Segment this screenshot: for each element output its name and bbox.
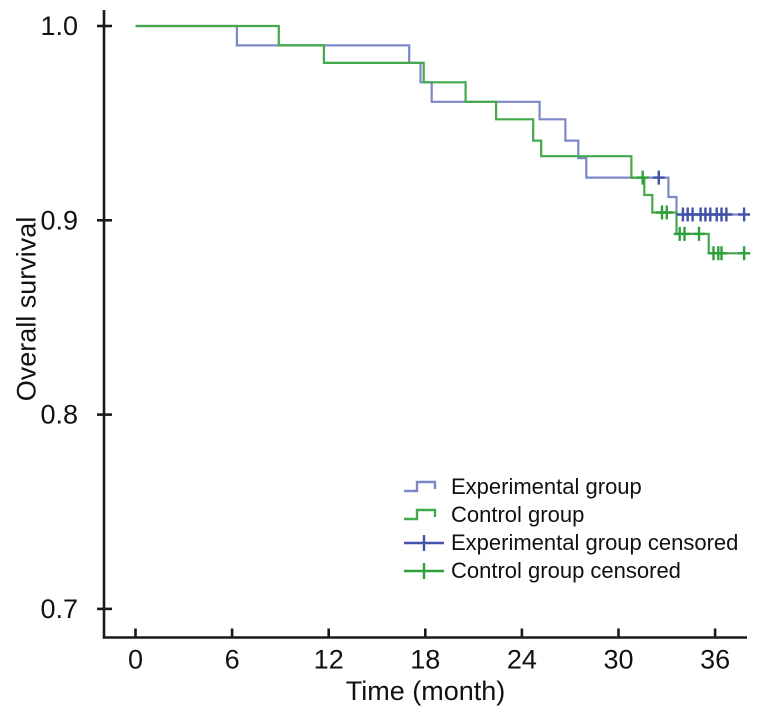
censor-plus-icon xyxy=(404,535,444,551)
step-line-icon xyxy=(404,480,437,493)
censor-mark-experimental-group xyxy=(652,170,665,185)
x-tick-label: 18 xyxy=(410,645,440,675)
censor-mark-experimental-group xyxy=(738,207,751,222)
y-tick-label: 1.0 xyxy=(40,11,78,41)
censor-plus-icon xyxy=(404,563,444,579)
y-tick-label: 0.7 xyxy=(40,594,78,624)
survival-curve-control-group xyxy=(135,24,746,255)
legend-label: Experimental group censored xyxy=(451,530,739,555)
y-tick-label: 0.8 xyxy=(40,400,78,430)
legend: Experimental group Control group Experim… xyxy=(402,474,739,583)
x-tick-label: 12 xyxy=(314,645,344,675)
censor-mark-control-group xyxy=(693,226,705,241)
legend-row-experimental-censored: Experimental group censored xyxy=(402,530,739,555)
legend-label: Control group censored xyxy=(451,558,681,583)
survival-curve-experimental-group xyxy=(135,24,746,216)
x-tick-label: 30 xyxy=(603,645,633,675)
legend-label: Experimental group xyxy=(451,474,642,499)
censor-mark-control-group xyxy=(660,205,673,220)
x-tick-label: 36 xyxy=(700,645,730,675)
x-axis-title: Time (month) xyxy=(345,676,506,706)
censor-mark-control-group xyxy=(636,170,649,185)
legend-row-control: Control group xyxy=(402,502,738,527)
x-tick-label: 24 xyxy=(507,645,537,675)
legend-label: Control group xyxy=(451,502,585,527)
censor-mark-control-group xyxy=(738,246,751,261)
censor-mark-control-group xyxy=(678,226,691,241)
step-line-icon xyxy=(404,508,437,521)
legend-row-experimental: Experimental group xyxy=(402,474,738,499)
y-tick-label: 0.9 xyxy=(40,205,78,235)
legend-row-control-censored: Control group censored xyxy=(402,558,738,583)
y-axis-title: Overall survival xyxy=(11,216,42,402)
x-tick-label: 0 xyxy=(128,645,143,675)
censor-mark-experimental-group xyxy=(720,207,733,222)
censor-mark-control-group xyxy=(715,246,728,261)
x-tick-label: 6 xyxy=(225,645,240,675)
